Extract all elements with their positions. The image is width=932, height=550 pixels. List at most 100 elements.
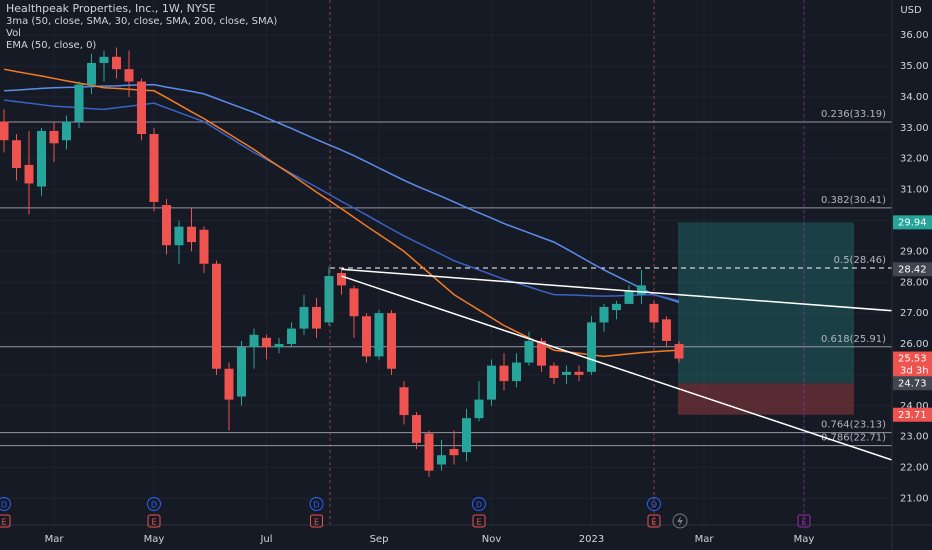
moving-average: [3, 83, 680, 304]
event-marker[interactable]: [147, 497, 161, 511]
price-tag-label: 25.53: [898, 354, 927, 365]
candle-body: [674, 344, 684, 359]
event-label: E: [801, 518, 806, 527]
candle-body: [437, 455, 446, 465]
candle-body: [562, 371, 571, 375]
candle-body: [124, 69, 134, 82]
y-tick-label: 23.00: [900, 432, 929, 443]
y-tick-label: 35.00: [900, 61, 929, 72]
candle-body: [112, 56, 121, 70]
event-label: E: [151, 518, 156, 527]
y-tick-label: 34.00: [900, 92, 929, 103]
candle-body: [74, 84, 84, 122]
x-tick-label: Jul: [259, 534, 272, 545]
price-tag-label: 29.94: [898, 217, 927, 228]
event-marker[interactable]: [309, 497, 324, 511]
event-marker[interactable]: [647, 514, 661, 528]
event-marker[interactable]: [147, 514, 161, 528]
candle-body: [224, 368, 234, 400]
candle-body: [462, 418, 471, 453]
y-tick-label: 26.00: [900, 339, 929, 350]
price-tag-label: 23.71: [898, 410, 927, 421]
event-label: D: [651, 501, 657, 510]
candle-body: [99, 56, 109, 63]
legend-text: Healthpeak Properties, Inc., 1W, NYSE: [6, 2, 216, 15]
event-marker[interactable]: [647, 497, 661, 511]
candle-body: [337, 273, 346, 286]
x-tick-label: Sep: [370, 534, 389, 545]
event-marker[interactable]: [310, 514, 323, 528]
event-marker[interactable]: [472, 497, 486, 511]
candle-body: [312, 306, 321, 329]
legend-text: EMA (50, close, 0): [6, 40, 96, 51]
candle-body: [374, 313, 384, 357]
candle-body: [474, 399, 484, 419]
legend-text: 3ma (50, close, SMA, 30, close, SMA, 200…: [6, 16, 277, 27]
x-tick-label: Mar: [695, 534, 715, 545]
y-tick-label: 32.00: [900, 154, 929, 165]
price-tag: [893, 215, 932, 230]
candle-body: [12, 140, 21, 168]
x-tick-label: May: [144, 534, 165, 545]
trendline: [341, 275, 892, 461]
event-marker[interactable]: [797, 514, 811, 528]
event-label: E: [476, 518, 481, 527]
candle-body: [387, 313, 396, 369]
event-label: D: [1, 501, 7, 510]
fib-label: 0.236(33.19): [821, 109, 886, 120]
y-tick-label: 28.00: [900, 277, 929, 288]
candle-body: [137, 81, 146, 135]
candle-body: [549, 365, 559, 378]
price-tag-countdown: 3d 3h: [900, 366, 929, 377]
y-tick-label: 36.00: [900, 30, 929, 41]
candle-body: [249, 334, 259, 348]
candle-body: [324, 276, 334, 323]
event-label: E: [314, 518, 319, 527]
candle-body: [49, 130, 59, 144]
price-tag: [893, 407, 932, 422]
moving-average: [3, 99, 680, 302]
y-tick-label: 33.00: [900, 123, 929, 134]
candle-body: [87, 63, 96, 85]
candle-body: [199, 229, 209, 264]
y-tick-label: 21.00: [900, 493, 929, 504]
trendline: [341, 268, 892, 312]
y-tick-label: 22.00: [900, 463, 929, 474]
candle-body: [362, 316, 371, 357]
fib-label: 0.382(30.41): [821, 195, 886, 206]
candle-body: [524, 340, 534, 363]
candle-body: [149, 134, 159, 202]
y-tick-label: 29.00: [900, 246, 929, 257]
stop-zone: [678, 383, 854, 415]
currency: USD: [900, 5, 922, 16]
candle-body: [212, 263, 221, 369]
event-marker[interactable]: [472, 514, 486, 528]
event-label: E: [651, 518, 656, 527]
y-tick-label: 27.00: [900, 308, 929, 319]
x-tick-label: Mar: [45, 534, 65, 545]
price-tag: [893, 262, 932, 277]
flash-icon[interactable]: [672, 513, 688, 529]
candle-body: [637, 285, 646, 295]
price-tag-label: 28.42: [898, 264, 927, 275]
target-zone: [678, 222, 854, 384]
fib-label: 0.618(25.91): [821, 334, 886, 345]
y-tick-label: 31.00: [900, 185, 929, 196]
event-label: D: [151, 501, 157, 510]
event-marker[interactable]: [0, 514, 11, 528]
fib-label: 0.5(28.46): [834, 255, 886, 266]
candle-body: [162, 205, 171, 246]
candle-body: [287, 328, 296, 345]
candle-body: [174, 226, 184, 246]
candle-body: [537, 340, 546, 366]
fib-label: 0.764(23.13): [821, 420, 886, 431]
x-tick-label: 2023: [579, 534, 604, 545]
candle-body: [62, 121, 71, 141]
event-marker[interactable]: [0, 497, 11, 511]
price-tag: [893, 376, 932, 391]
candle-body: [0, 121, 9, 141]
legend-text: Vol: [6, 28, 21, 39]
candle-body: [662, 319, 671, 341]
